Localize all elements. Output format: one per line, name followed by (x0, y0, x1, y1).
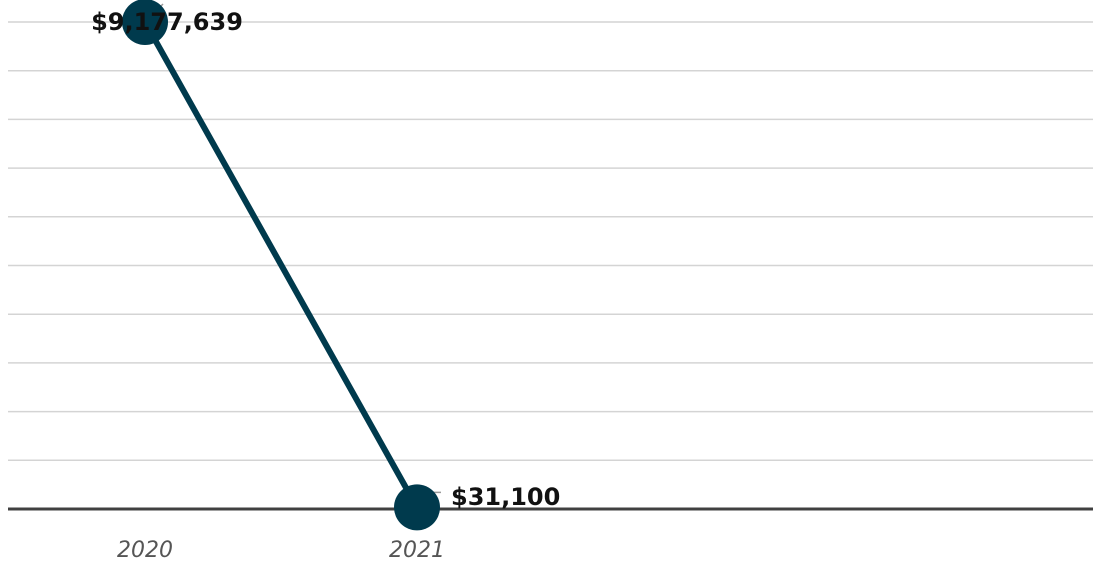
x-axis-tick-labels: 2020 2021 (117, 538, 445, 562)
data-label: $31,100 (451, 483, 560, 511)
data-label-leaders (144, 3, 441, 508)
series-line (142, 19, 420, 511)
data-point-marker (122, 0, 168, 45)
data-point-markers (122, 0, 440, 531)
data-label: $9,177,639 (91, 8, 243, 36)
x-tick-label: 2021 (389, 538, 445, 562)
data-labels: $9,177,639 $31,100 (91, 8, 560, 511)
data-point-marker (394, 484, 440, 531)
x-tick-label: 2020 (117, 538, 173, 562)
gridlines (8, 21, 1093, 462)
